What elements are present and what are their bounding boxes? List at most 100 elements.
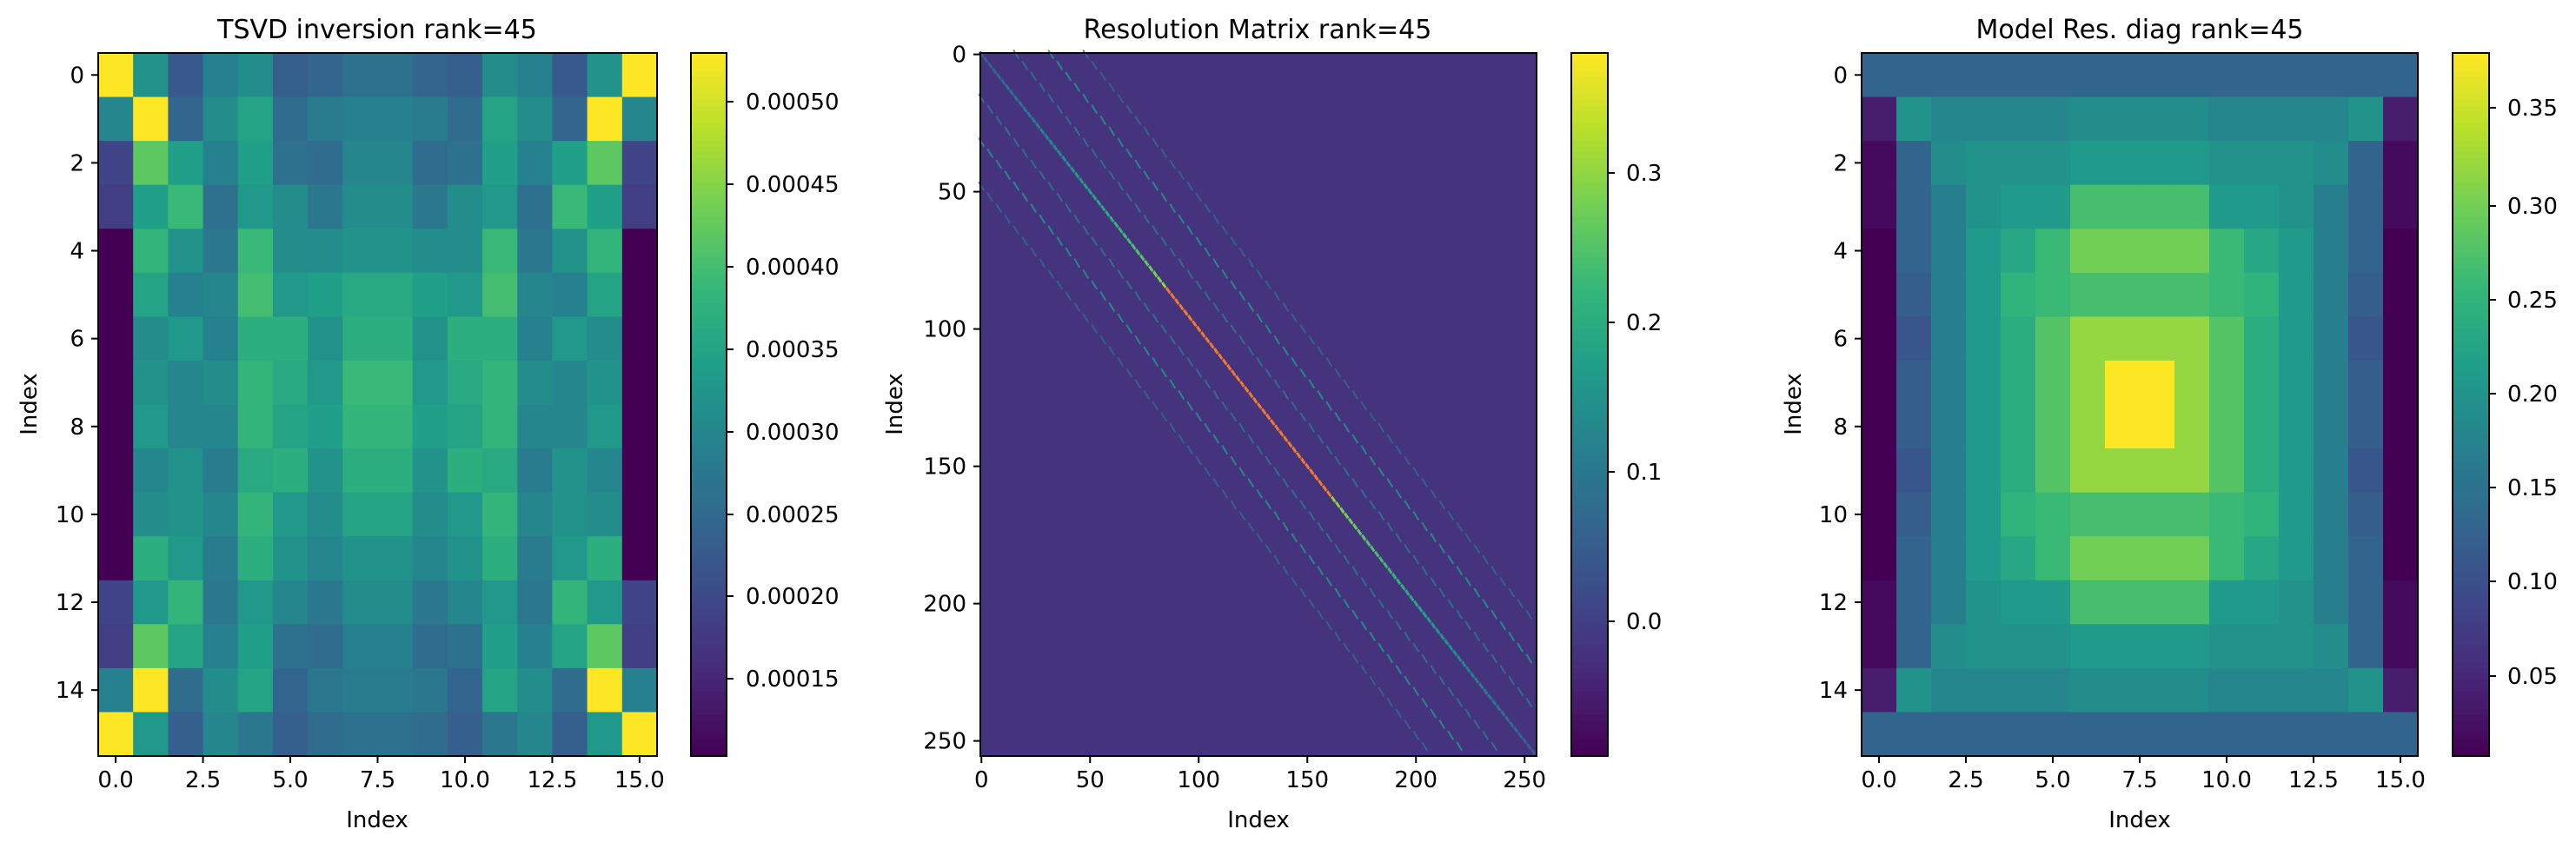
- colorbar-segment: [1571, 686, 1608, 693]
- diagonal-segment: [1404, 589, 1411, 596]
- colorbar-segment: [2453, 603, 2489, 611]
- diagonal-segment: [1013, 95, 1019, 102]
- heatmap-cell: [2209, 229, 2245, 274]
- heatmap-cell: [1862, 667, 1897, 713]
- heatmap-cell: [587, 448, 623, 494]
- heatmap-cell: [2001, 96, 2036, 142]
- diagonal-segment: [1287, 441, 1293, 448]
- colorbar-segment: [691, 340, 727, 347]
- heatmap-cell: [202, 96, 239, 142]
- colorbar-segment: [2453, 662, 2489, 669]
- off-diagonal-band-segment: [1308, 422, 1316, 433]
- off-diagonal-band-segment: [1143, 389, 1151, 400]
- colorbar-segment: [691, 252, 727, 259]
- off-diagonal-band-segment: [1404, 500, 1411, 510]
- off-diagonal-band-segment: [1152, 357, 1159, 368]
- diagonal-segment: [1431, 622, 1437, 629]
- heatmap-cell: [2140, 712, 2175, 757]
- colorbar-segment: [2453, 580, 2489, 587]
- off-diagonal-band-segment: [1099, 159, 1107, 169]
- off-diagonal-band-segment: [1343, 467, 1351, 477]
- diagonal-segment: [1305, 462, 1311, 470]
- diagonal-segment: [1335, 501, 1341, 508]
- heatmap-cell: [2105, 96, 2141, 142]
- heatmap-cell: [308, 448, 343, 494]
- diagonal-segment: [1500, 710, 1506, 717]
- x-tick-label: 200: [1394, 767, 1437, 793]
- heatmap-cell: [447, 53, 483, 98]
- heatmap-cell: [2035, 536, 2071, 581]
- heatmap-cell: [447, 536, 483, 581]
- colorbar-segment: [2453, 387, 2489, 394]
- heatmap-cell: [308, 53, 343, 98]
- colorbar-segment: [1571, 726, 1608, 733]
- off-diagonal-band-segment: [1152, 401, 1159, 411]
- y-tick-label: 2: [1833, 150, 1848, 176]
- x-tick-label: 10.0: [2201, 767, 2252, 793]
- heatmap-cell: [517, 272, 554, 317]
- heatmap-cell: [2070, 229, 2106, 274]
- colorbar-segment: [691, 328, 727, 335]
- colorbar-segment: [691, 281, 727, 289]
- heatmap-cell: [621, 536, 658, 581]
- heatmap-cell: [2105, 141, 2141, 186]
- colorbar-segment: [2453, 216, 2489, 224]
- colorbar-segment: [1571, 299, 1608, 306]
- colorbar-segment: [691, 603, 727, 611]
- colorbar-segment: [2453, 574, 2489, 581]
- colorbar-segment: [1571, 82, 1608, 90]
- off-diagonal-band-segment: [1195, 192, 1203, 202]
- colorbar-segment: [2453, 445, 2489, 453]
- off-diagonal-band-segment: [1482, 730, 1490, 740]
- colorbar-segment: [1571, 609, 1608, 616]
- colorbar-segment: [1571, 504, 1608, 511]
- heatmap-cell: [237, 316, 274, 361]
- y-tick-label: 2: [70, 150, 84, 176]
- heatmap-cell: [2174, 229, 2210, 274]
- heatmap-cell: [447, 184, 483, 229]
- colorbar-segment: [1571, 357, 1608, 365]
- off-diagonal-band-segment: [1195, 412, 1203, 422]
- heatmap-cell: [2314, 360, 2349, 406]
- heatmap-cell: [621, 448, 658, 494]
- heatmap-cell: [308, 404, 343, 449]
- heatmap-cell: [552, 404, 588, 449]
- colorbar-segment: [691, 269, 727, 276]
- off-diagonal-band-segment: [1395, 488, 1403, 499]
- off-diagonal-band-segment: [1421, 741, 1429, 752]
- colorbar-segment: [691, 310, 727, 318]
- off-diagonal-band-segment: [1291, 357, 1298, 368]
- colorbar-segment: [1571, 340, 1608, 347]
- heatmap-cell: [2279, 492, 2314, 537]
- panel-1-y-axis-label: Index: [17, 373, 43, 435]
- diagonal-segment: [1200, 331, 1206, 338]
- off-diagonal-band-segment: [1021, 60, 1029, 70]
- colorbar-segment: [691, 667, 727, 675]
- colorbar-segment: [691, 88, 727, 95]
- off-diagonal-band-segment: [1082, 137, 1090, 148]
- colorbar-segment: [1571, 633, 1608, 640]
- off-diagonal-band-segment: [1351, 653, 1359, 664]
- panel-3-y-ticks: 0 2 4 6 8 10 12 14: [1819, 63, 1862, 704]
- heatmap-cell: [1862, 229, 1897, 274]
- heatmap-cell: [2348, 448, 2384, 494]
- colorbar-segment: [691, 205, 727, 212]
- colorbar-segment: [1571, 257, 1608, 265]
- heatmap-cell: [202, 624, 239, 669]
- diagonal-segment: [1174, 298, 1180, 305]
- colorbar-segment: [691, 527, 727, 534]
- colorbar-segment: [691, 451, 727, 458]
- colorbar-segment: [2453, 193, 2489, 201]
- heatmap-cell: [517, 53, 554, 98]
- diagonal-segment: [1187, 315, 1193, 322]
- diagonal-segment: [1057, 149, 1063, 157]
- off-diagonal-band-segment: [1273, 291, 1281, 302]
- colorbar-segment: [2453, 82, 2489, 90]
- off-diagonal-band-segment: [1325, 576, 1333, 587]
- heatmap-cell: [517, 229, 554, 274]
- colorbar-segment: [691, 428, 727, 435]
- diagonal-segment: [1213, 348, 1219, 355]
- heatmap-cell: [2070, 316, 2106, 361]
- heatmap-cell: [1862, 536, 1897, 581]
- heatmap-cell: [1896, 580, 1932, 625]
